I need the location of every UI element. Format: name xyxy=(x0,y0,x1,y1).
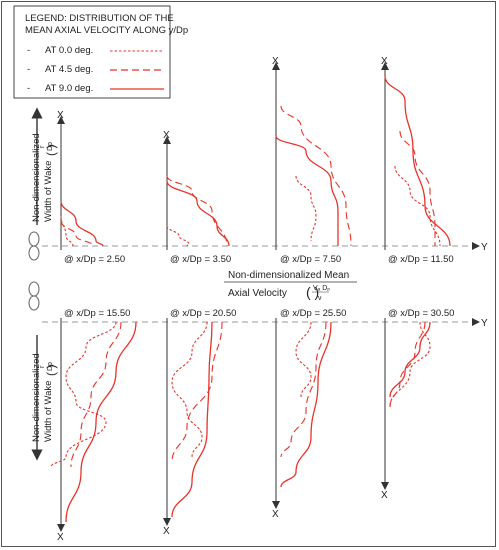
xlabel-block: Non-dimensionalized Mean Axial Velocity … xyxy=(224,270,357,302)
x-axis-letter-2: X xyxy=(163,130,170,141)
station-label-1: @ x/Dp = 2.50 xyxy=(64,254,125,265)
xlabel-frac-num: Vₐ Dₚ xyxy=(313,285,330,292)
legend: LEGEND: DISTRIBUTION OF THE MEAN AXIAL V… xyxy=(13,5,188,99)
legend-dash-1: - xyxy=(27,45,30,56)
top-ylabel-line2: Width of Wake xyxy=(43,161,54,222)
x-axis-letter-8: X xyxy=(381,490,388,501)
top-ylabel-frac-den: Dp xyxy=(47,142,54,151)
curve-station-5-series-2 xyxy=(70,321,122,468)
x-axis-letter-6: X xyxy=(163,526,170,537)
top-ylabel-frac-num: r xyxy=(39,145,46,148)
station-label-2: @ x/Dp = 3.50 xyxy=(170,254,231,265)
legend-label-2: AT 4.5 deg. xyxy=(45,64,93,75)
bottom-ylabel: Non-dimensionalized Width of Wake ( ) r … xyxy=(31,335,58,461)
curve-station-6-series-2 xyxy=(171,321,223,463)
curve-station-3-series-2 xyxy=(280,105,352,247)
propeller-icon-bottom xyxy=(28,281,40,311)
propeller-icon-top xyxy=(28,231,40,261)
station-axes xyxy=(57,62,389,532)
curve-station-5-series-3 xyxy=(65,321,137,523)
x-axis-letter-4: X xyxy=(381,56,388,67)
curve-station-7-series-1 xyxy=(295,321,312,398)
legend-dash-3: - xyxy=(27,83,30,94)
bottom-y-axis-letter: Y xyxy=(481,318,488,329)
x-axis-letter-5: X xyxy=(57,532,64,543)
curve-station-1-series-3 xyxy=(60,200,104,247)
xlabel-line2: Axial Velocity xyxy=(228,288,287,299)
bottom-ylabel-paren: ( ) xyxy=(44,365,58,376)
station-label-3: @ x/Dp = 7.50 xyxy=(280,254,341,265)
xlabel-frac-den: ν xyxy=(318,295,322,302)
legend-title-line2: MEAN AXIAL VELOCITY ALONG y/Dp xyxy=(25,25,188,36)
station-label-4: @ x/Dp = 11.50 xyxy=(388,254,454,265)
top-ylabel: Non-dimensionalized Width of Wake ( ) r … xyxy=(31,107,58,225)
xlabel-line1: Non-dimensionalized Mean xyxy=(228,270,349,281)
curve-station-8-series-2 xyxy=(389,321,426,408)
bottom-ylabel-line1: Non-dimensionalized xyxy=(31,353,42,442)
x-axis-letter-3: X xyxy=(272,56,279,67)
curve-station-8-series-3 xyxy=(389,321,431,398)
legend-title-line1: LEGEND: DISTRIBUTION OF THE xyxy=(25,13,174,24)
curve-station-1-series-1 xyxy=(60,215,74,247)
curve-station-3-series-3 xyxy=(275,135,339,246)
curve-station-4-series-1 xyxy=(394,165,441,247)
curve-station-1-series-2 xyxy=(60,220,94,247)
station-label-5: @ x/Dp = 15.50 xyxy=(64,308,130,319)
station-label-7: @ x/Dp = 25.50 xyxy=(280,308,346,319)
top-ylabel-paren: ( ) xyxy=(44,145,58,156)
curve-station-5-series-1 xyxy=(50,321,117,468)
legend-label-3: AT 9.0 deg. xyxy=(45,83,93,94)
x-axis-letter-7: X xyxy=(272,509,279,520)
curve-station-3-series-1 xyxy=(295,175,317,242)
curve-station-6-series-3 xyxy=(171,321,213,518)
curve-station-4-series-3 xyxy=(384,75,451,247)
x-axis-letter-1: X xyxy=(57,110,64,121)
curve-station-6-series-1 xyxy=(171,321,208,458)
curve-station-7-series-3 xyxy=(280,321,332,488)
bottom-ylabel-frac-num: r xyxy=(39,365,46,368)
curve-station-4-series-2 xyxy=(399,130,436,246)
legend-box xyxy=(13,5,171,99)
legend-label-1: AT 0.0 deg. xyxy=(45,45,93,56)
curve-station-7-series-2 xyxy=(280,321,327,458)
wake-curves xyxy=(50,75,451,523)
legend-dash-2: - xyxy=(27,64,30,75)
curve-station-2-series-1 xyxy=(166,225,190,247)
curve-station-2-series-3 xyxy=(166,180,230,247)
station-label-6: @ x/Dp = 20.50 xyxy=(170,308,236,319)
bottom-ylabel-frac-den: Dp xyxy=(47,362,54,371)
top-ylabel-line1: Non-dimensionalized xyxy=(31,133,42,222)
bottom-ylabel-line2: Width of Wake xyxy=(43,381,54,442)
curve-station-2-series-2 xyxy=(166,175,228,247)
top-y-axis-letter: Y xyxy=(481,242,488,253)
station-label-8: @ x/Dp = 30.50 xyxy=(388,308,454,319)
